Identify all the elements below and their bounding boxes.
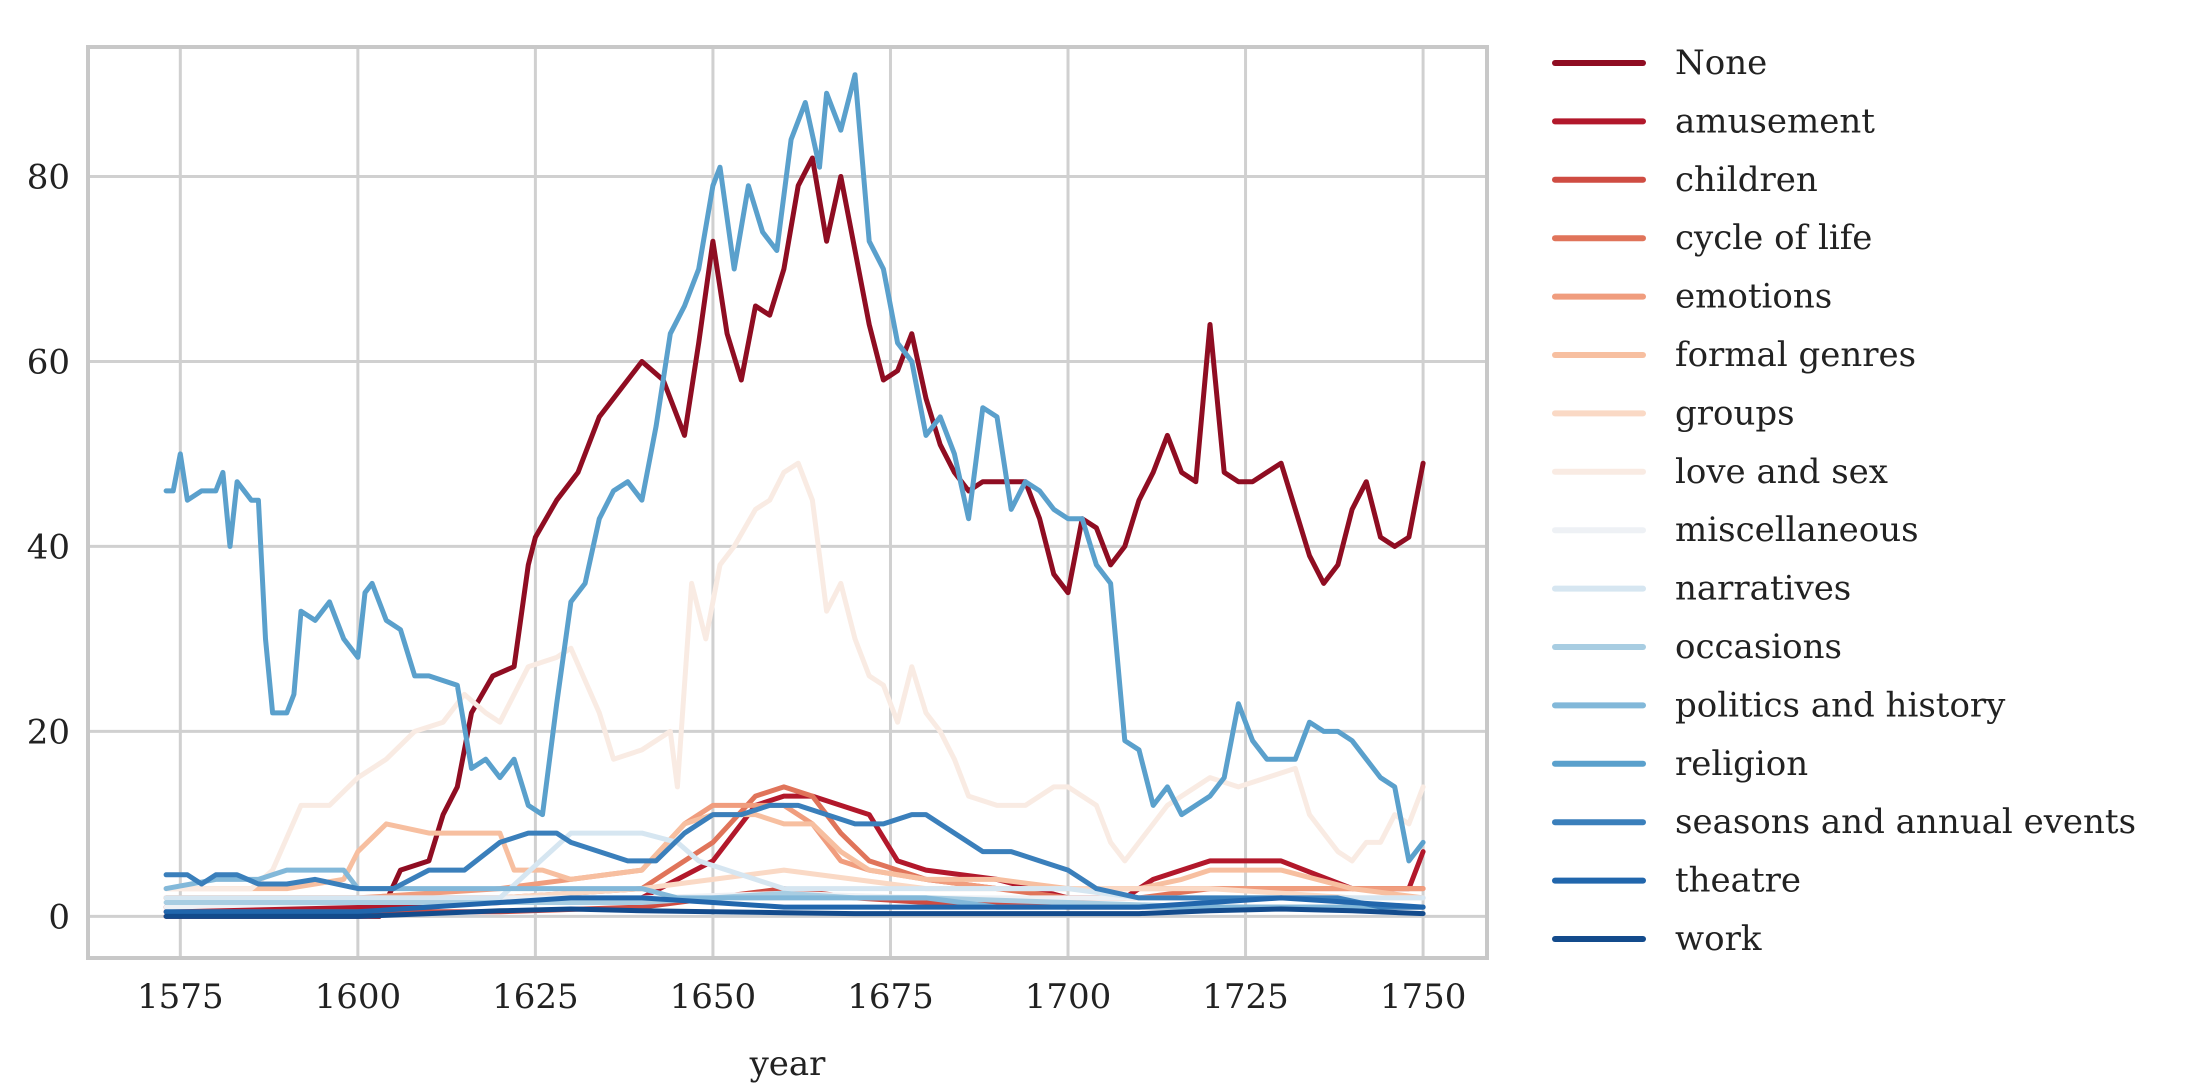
- legend-entry-children: children: [1552, 160, 1818, 200]
- y-tick-20: 20: [27, 712, 70, 752]
- y-tick-0: 0: [48, 897, 70, 937]
- x-tick-1650: 1650: [670, 977, 757, 1017]
- series-line-religion: [163, 72, 1426, 864]
- legend-label: cycle of life: [1675, 218, 1872, 258]
- y-tick-60: 60: [27, 342, 70, 382]
- x-tick-1625: 1625: [492, 977, 579, 1017]
- legend-entry-emotions: emotions: [1552, 277, 1832, 317]
- y-tick-labels: 0 20 40 60 80: [27, 157, 70, 937]
- legend-entry-work: work: [1552, 919, 1762, 959]
- legend-label: seasons and annual events: [1675, 802, 2136, 842]
- legend-label: occasions: [1675, 627, 1842, 667]
- y-tick-80: 80: [27, 157, 70, 197]
- y-tick-40: 40: [27, 527, 70, 567]
- legend-entry-amusement: amusement: [1552, 101, 1875, 141]
- series-line-love-and-sex: [163, 460, 1426, 892]
- legend-label: miscellaneous: [1675, 510, 1919, 550]
- legend-entry-formal-genres: formal genres: [1552, 335, 1916, 375]
- x-tick-1675: 1675: [847, 977, 934, 1017]
- legend-label: narratives: [1675, 569, 1851, 609]
- series-line-theatre: [163, 895, 1426, 915]
- legend-entry-love-and-sex: love and sex: [1552, 452, 1888, 492]
- legend-label: love and sex: [1675, 452, 1888, 492]
- legend-label: groups: [1675, 393, 1795, 433]
- legend-entry-religion: religion: [1552, 744, 1808, 784]
- legend-entry-politics-and-history: politics and history: [1552, 685, 2006, 725]
- legend-entry-miscellaneous: miscellaneous: [1552, 510, 1919, 550]
- x-tick-labels: 1575 1600 1625 1650 1675 1700 1725 1750: [137, 977, 1466, 1017]
- legend-label: religion: [1675, 744, 1808, 784]
- legend-entry-none: None: [1552, 43, 1767, 83]
- legend-entry-narratives: narratives: [1552, 569, 1851, 609]
- legend-label: None: [1675, 43, 1767, 83]
- legend: None amusement children cycle of life emotio…: [1552, 43, 2136, 959]
- legend-label: amusement: [1675, 101, 1875, 141]
- legend-label: theatre: [1675, 861, 1801, 901]
- series-line-amusement: [163, 793, 1426, 910]
- plot-frame: [86, 45, 1489, 960]
- x-axis-label: year: [749, 1044, 827, 1084]
- legend-entry-theatre: theatre: [1552, 861, 1801, 901]
- x-tick-1600: 1600: [315, 977, 402, 1017]
- legend-label: politics and history: [1675, 685, 2006, 725]
- legend-label: work: [1675, 919, 1762, 959]
- legend-entry-cycle-of-life: cycle of life: [1552, 218, 1872, 258]
- series-line-seasons-and-annual-events: [163, 802, 1426, 910]
- legend-entry-groups: groups: [1552, 393, 1795, 433]
- x-tick-1725: 1725: [1202, 977, 1289, 1017]
- legend-label: emotions: [1675, 277, 1832, 317]
- x-tick-1750: 1750: [1380, 977, 1467, 1017]
- legend-label: children: [1675, 160, 1818, 200]
- legend-entry-seasons-and-annual-events: seasons and annual events: [1552, 802, 2136, 842]
- legend-entry-occasions: occasions: [1552, 627, 1842, 667]
- series-lines: [163, 72, 1426, 919]
- x-tick-1700: 1700: [1025, 977, 1112, 1017]
- series-line-work: [163, 906, 1426, 919]
- x-tick-1575: 1575: [137, 977, 224, 1017]
- legend-label: formal genres: [1675, 335, 1916, 375]
- series-line-none: [163, 155, 1426, 919]
